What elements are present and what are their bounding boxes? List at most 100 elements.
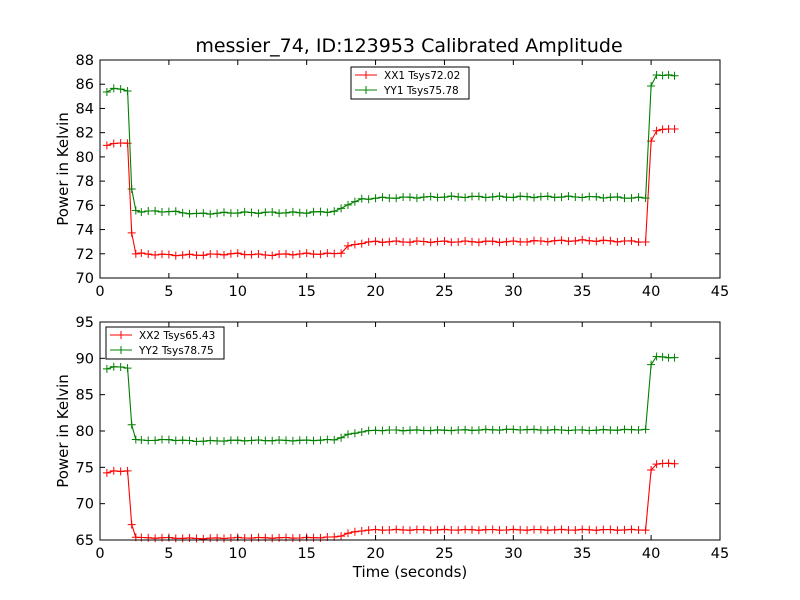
data-point-marker	[557, 236, 566, 245]
data-point-marker	[399, 237, 408, 246]
data-point-marker	[199, 534, 208, 543]
data-point-marker	[392, 426, 401, 435]
data-point-marker	[357, 526, 366, 535]
data-point-marker	[109, 139, 118, 148]
data-point-marker	[585, 236, 594, 245]
data-point-marker	[592, 192, 601, 201]
data-point-marker	[495, 238, 504, 247]
data-point-marker	[406, 238, 414, 247]
data-point-marker	[488, 192, 497, 201]
data-point-marker	[151, 534, 160, 543]
data-point-marker	[282, 249, 290, 258]
data-point-marker	[371, 426, 380, 435]
data-point-marker	[474, 238, 483, 247]
data-point-marker	[585, 525, 594, 534]
data-point-marker	[288, 436, 297, 445]
data-point-marker	[564, 192, 573, 201]
data-point-marker	[378, 426, 387, 435]
data-point-marker	[627, 425, 636, 434]
data-point-marker	[226, 209, 235, 218]
data-point-marker	[357, 239, 366, 248]
data-point-marker	[412, 525, 421, 534]
data-point-marker	[509, 525, 518, 534]
x-tick-label: 30	[504, 546, 522, 562]
data-point-marker	[385, 526, 394, 535]
data-point-marker	[192, 437, 201, 446]
data-point-marker	[350, 429, 359, 438]
data-point-marker	[282, 208, 290, 217]
data-point-marker	[192, 251, 201, 260]
data-point-marker	[116, 467, 125, 476]
y-tick-label: 70	[76, 497, 94, 513]
x-axis-label: Time (seconds)	[352, 563, 468, 581]
data-point-marker	[578, 525, 587, 534]
data-point-marker	[502, 425, 511, 434]
data-point-marker	[213, 533, 222, 542]
data-point-marker	[474, 526, 483, 535]
data-point-marker	[158, 533, 166, 542]
y-axis-label: Power in Kelvin	[54, 374, 72, 488]
data-point-marker	[454, 526, 463, 535]
data-point-marker	[199, 209, 208, 218]
x-tick-label: 30	[504, 284, 522, 300]
data-point-marker	[447, 526, 456, 535]
data-point-marker	[158, 208, 166, 217]
data-point-marker	[613, 426, 622, 435]
data-point-marker	[275, 250, 284, 259]
data-point-marker	[509, 193, 518, 202]
data-point-marker	[536, 525, 545, 534]
y-tick-label: 76	[76, 198, 94, 214]
data-point-marker	[530, 236, 538, 245]
data-point-marker	[144, 250, 153, 259]
data-point-marker	[261, 251, 270, 260]
data-point-marker	[419, 237, 428, 246]
legend-entry-label: YY2 Tsys78.75	[138, 345, 214, 357]
data-point-marker	[178, 534, 187, 543]
data-point-marker	[613, 526, 622, 535]
data-point-marker	[323, 249, 332, 258]
x-tick-label: 45	[711, 284, 729, 300]
data-point-marker	[164, 435, 173, 444]
data-point-marker	[447, 238, 456, 247]
data-point-marker	[426, 526, 435, 535]
data-point-marker	[268, 251, 277, 260]
data-point-marker	[592, 237, 601, 246]
data-point-marker	[261, 533, 270, 542]
data-point-marker	[488, 525, 497, 534]
data-point-marker	[240, 207, 249, 216]
data-point-marker	[516, 192, 525, 201]
data-point-marker	[426, 192, 435, 201]
data-point-marker	[137, 208, 146, 217]
data-point-marker	[447, 192, 456, 201]
data-point-marker	[233, 249, 242, 258]
y-tick-label: 80	[76, 150, 94, 166]
x-tick-label: 35	[573, 546, 591, 562]
data-point-marker	[350, 240, 359, 249]
data-point-marker	[233, 209, 242, 218]
data-point-marker	[226, 249, 235, 258]
data-point-marker	[185, 209, 194, 218]
data-point-marker	[641, 237, 650, 246]
data-point-marker	[127, 228, 136, 237]
data-point-marker	[509, 236, 518, 245]
y-tick-label: 90	[76, 351, 94, 367]
data-point-marker	[634, 193, 643, 202]
data-point-marker	[599, 193, 608, 202]
data-point-marker	[406, 526, 414, 535]
x-tick-label: 20	[366, 546, 384, 562]
data-point-marker	[275, 209, 284, 218]
data-point-marker	[592, 526, 601, 535]
data-point-marker	[461, 236, 470, 245]
x-tick-label: 20	[366, 284, 384, 300]
legend-entry-label: XX1 Tsys72.02	[384, 70, 460, 82]
data-point-marker	[516, 426, 525, 435]
data-point-marker	[599, 525, 608, 534]
data-point-marker	[419, 193, 428, 202]
data-point-marker	[523, 526, 532, 535]
data-point-marker	[116, 85, 125, 94]
data-point-marker	[213, 436, 222, 445]
data-point-marker	[171, 534, 180, 543]
legend: XX1 Tsys72.02 YY1 Tsys75.78	[350, 66, 470, 100]
data-point-marker	[523, 425, 532, 434]
data-point-marker	[295, 208, 304, 217]
